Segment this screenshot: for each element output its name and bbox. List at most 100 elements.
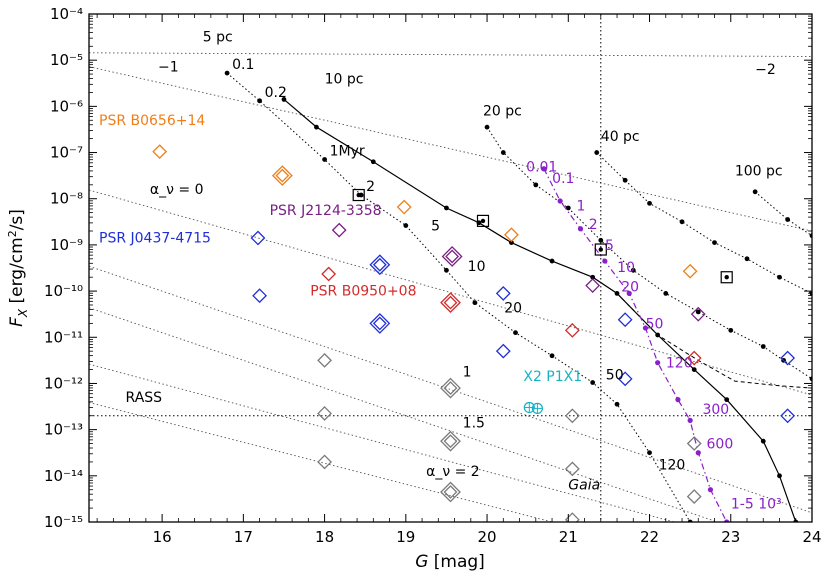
distance-label: 40 pc	[601, 129, 640, 145]
purple-track-point	[642, 325, 649, 331]
purple-track-point	[655, 360, 661, 366]
track-point	[695, 309, 701, 315]
cooling-track	[596, 152, 812, 294]
track-point	[691, 367, 697, 372]
track-point	[565, 205, 571, 211]
pulsar-label: PSR B0950+08	[310, 284, 416, 300]
pulsar-diamond	[440, 292, 461, 314]
cooling-track	[486, 126, 812, 380]
distance-label: 20 pc	[483, 104, 522, 120]
track-point	[513, 330, 518, 336]
x-tick-label: 17	[234, 528, 253, 546]
track-point	[444, 205, 449, 211]
x-tick-label: 23	[721, 528, 740, 546]
pulsar-diamond	[617, 312, 633, 328]
slope-line	[89, 189, 812, 396]
track-point	[314, 124, 319, 130]
age-label: 120	[659, 458, 686, 474]
purple-age-label: 2	[589, 217, 598, 233]
track-point	[785, 217, 791, 222]
square-marker	[476, 214, 490, 227]
track-point	[370, 159, 376, 165]
purple-age-label: 1	[577, 199, 586, 215]
y-tick-label: 10⁻¹³	[44, 421, 83, 439]
purple-track-point	[557, 198, 563, 204]
purple-track-point	[707, 487, 714, 493]
pulsar-diamond-inner	[372, 257, 387, 272]
track-point	[594, 150, 600, 155]
track-point	[630, 267, 636, 273]
distance-label: 5 pc	[203, 30, 233, 46]
purple-age-label: 10	[617, 260, 635, 276]
purple-track-point	[626, 290, 632, 296]
square-dot	[598, 247, 603, 252]
x-axis-label: G [mag]	[415, 552, 485, 572]
purple-track-point	[541, 166, 547, 172]
pulsar-diamond	[317, 406, 333, 421]
pulsar-diamond	[686, 350, 702, 366]
track-point	[224, 70, 230, 76]
pulsar-diamond	[504, 227, 519, 243]
track-point	[598, 237, 604, 243]
track-point	[724, 397, 730, 403]
track-point	[500, 150, 506, 155]
pulsar-diamond	[321, 266, 337, 282]
y-tick-label: 10⁻⁷	[50, 144, 83, 162]
x-tick-label: 21	[559, 528, 578, 546]
y-tick-label: 10⁻⁹	[50, 236, 83, 254]
pulsar-label: PSR B0656+14	[99, 113, 205, 129]
pulsar-diamond-inner	[445, 249, 460, 264]
track-point	[257, 98, 262, 104]
pulsar-diamond	[441, 246, 463, 267]
purple-age-label: 1-5 10³	[731, 497, 782, 513]
x-tick-label: 22	[640, 528, 659, 546]
square-marker	[594, 243, 607, 256]
slope-line	[89, 52, 812, 57]
slope-label: RASS	[126, 390, 163, 406]
y-tick-label: 10⁻¹⁴	[44, 467, 83, 485]
pulsar-diamond-inner	[443, 434, 458, 449]
purple-track-point	[687, 417, 693, 423]
age-label: 1Myr	[330, 143, 365, 159]
track-point	[752, 189, 758, 195]
pulsar-diamond	[369, 312, 391, 334]
pulsar-diamond	[396, 199, 412, 215]
slope-label: 1.5	[463, 415, 485, 431]
track-point	[679, 219, 685, 225]
track-point	[590, 274, 596, 280]
dashed-tail-track	[616, 293, 812, 389]
track-point	[590, 380, 596, 385]
square-marker	[720, 271, 733, 284]
age-label: 0.1	[232, 57, 254, 73]
track-point	[484, 124, 490, 130]
track-point	[472, 300, 478, 306]
track-point	[322, 157, 327, 162]
x-tick-label: 19	[396, 528, 415, 546]
track-point	[760, 438, 766, 444]
purple-track-point	[675, 397, 681, 403]
track-point	[549, 258, 555, 264]
pulsar-diamond	[780, 350, 796, 366]
age-label: 10	[468, 259, 486, 275]
track-point	[760, 344, 766, 349]
pulsar-diamond	[271, 165, 293, 187]
slope-label: −1	[158, 60, 179, 76]
x-tick-label: 20	[478, 528, 497, 546]
track-point	[622, 177, 628, 183]
pulsar-diamond	[317, 352, 333, 368]
pulsar-diamond	[495, 343, 511, 359]
slope-label: α_ν = 2	[426, 464, 480, 480]
pulsar-diamond	[369, 254, 391, 276]
slope-label: 1	[463, 365, 472, 381]
y-tick-label: 10⁻¹⁰	[44, 282, 83, 300]
purple-age-label: 300	[702, 402, 729, 418]
pulsar-diamond	[152, 144, 168, 160]
pulsar-diamond-inner	[275, 168, 290, 183]
x-tick-label: 16	[153, 528, 172, 546]
square-dot	[356, 192, 361, 198]
track-point	[744, 256, 750, 262]
pulsar-diamond	[682, 263, 698, 279]
track-point	[777, 473, 782, 479]
pulsar-diamond	[780, 408, 796, 424]
